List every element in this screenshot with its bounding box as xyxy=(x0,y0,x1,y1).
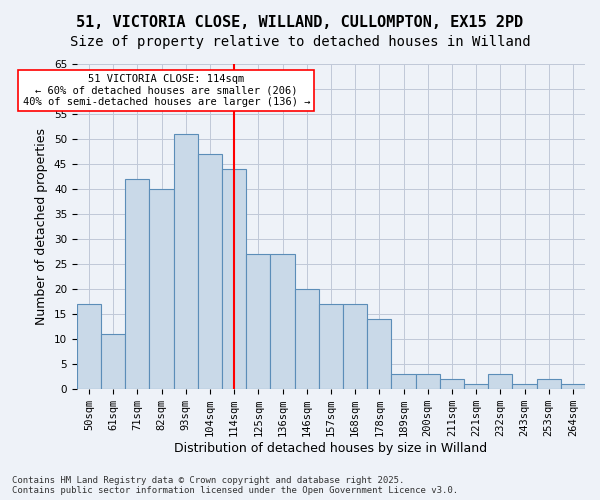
Bar xyxy=(512,384,536,389)
Bar xyxy=(246,254,271,389)
Text: Contains HM Land Registry data © Crown copyright and database right 2025.
Contai: Contains HM Land Registry data © Crown c… xyxy=(12,476,458,495)
Bar xyxy=(343,304,367,389)
Bar xyxy=(488,374,512,389)
Bar xyxy=(464,384,488,389)
Bar xyxy=(198,154,222,389)
Bar xyxy=(391,374,416,389)
Text: 51, VICTORIA CLOSE, WILLAND, CULLOMPTON, EX15 2PD: 51, VICTORIA CLOSE, WILLAND, CULLOMPTON,… xyxy=(76,15,524,30)
Bar xyxy=(101,334,125,389)
Text: Size of property relative to detached houses in Willand: Size of property relative to detached ho… xyxy=(70,35,530,49)
Bar xyxy=(271,254,295,389)
Bar xyxy=(295,289,319,389)
Bar xyxy=(416,374,440,389)
Bar xyxy=(173,134,198,389)
Bar xyxy=(319,304,343,389)
Y-axis label: Number of detached properties: Number of detached properties xyxy=(35,128,48,325)
X-axis label: Distribution of detached houses by size in Willand: Distribution of detached houses by size … xyxy=(175,442,487,455)
Text: 51 VICTORIA CLOSE: 114sqm
← 60% of detached houses are smaller (206)
40% of semi: 51 VICTORIA CLOSE: 114sqm ← 60% of detac… xyxy=(23,74,310,107)
Bar xyxy=(440,379,464,389)
Bar xyxy=(77,304,101,389)
Bar xyxy=(125,179,149,389)
Bar xyxy=(222,169,246,389)
Bar xyxy=(367,319,391,389)
Bar xyxy=(536,379,561,389)
Bar xyxy=(149,189,173,389)
Bar xyxy=(561,384,585,389)
